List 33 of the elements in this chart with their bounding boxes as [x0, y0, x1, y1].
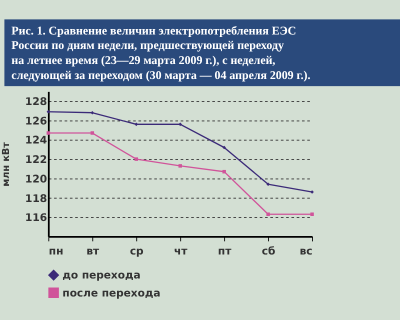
point — [222, 170, 226, 174]
x-tick-label: сб — [262, 246, 276, 258]
legend-label: после перехода — [62, 287, 160, 300]
x-tick-label: ср — [130, 246, 144, 258]
point — [178, 164, 182, 168]
point — [266, 212, 270, 216]
point — [310, 190, 314, 194]
y-tick-label: 124 — [25, 134, 48, 147]
y-tick-label: 116 — [25, 212, 48, 224]
x-tick-label: чт — [174, 246, 188, 258]
point — [310, 212, 314, 216]
y-tick-label: 128 — [25, 96, 48, 108]
point — [134, 157, 138, 161]
y-axis-title: млн кВт — [1, 142, 12, 187]
point — [46, 131, 50, 135]
x-tick-label: пн — [48, 246, 64, 258]
point — [134, 122, 138, 126]
x-tick-label: вт — [86, 246, 100, 258]
y-tick-label: 126 — [25, 115, 48, 128]
point — [222, 146, 226, 150]
x-tick-label: пт — [218, 246, 232, 258]
y-tick-label: 118 — [25, 192, 48, 205]
point — [90, 131, 94, 135]
legend-label: до перехода — [62, 270, 141, 282]
point — [46, 110, 50, 114]
point — [266, 182, 270, 186]
chart-title: Рис. 1. Сравнение величин электропотребления ЕЭС России по дням недели, предшествующей переходу на летнее время (23—29 марта 2009 г.), с неделей, следующей за переходом (30 марта — 04 апреля 2009 г.). — [11, 23, 311, 82]
point — [90, 110, 94, 114]
line-series — [46, 110, 314, 194]
x-tick-label: вс — [300, 246, 313, 258]
y-tick-label: 122 — [25, 154, 48, 166]
point — [178, 122, 182, 126]
y-tick-label: 120 — [25, 173, 48, 186]
